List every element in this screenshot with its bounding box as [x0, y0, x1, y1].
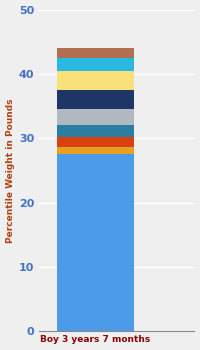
Bar [57, 147, 134, 154]
Bar [57, 71, 134, 90]
Bar [57, 125, 134, 137]
Y-axis label: Percentile Weight in Pounds: Percentile Weight in Pounds [6, 98, 15, 243]
Bar [57, 90, 134, 109]
Bar [57, 48, 134, 58]
Bar [57, 109, 134, 125]
Bar [57, 137, 134, 147]
Bar [57, 154, 134, 331]
Bar [57, 58, 134, 71]
